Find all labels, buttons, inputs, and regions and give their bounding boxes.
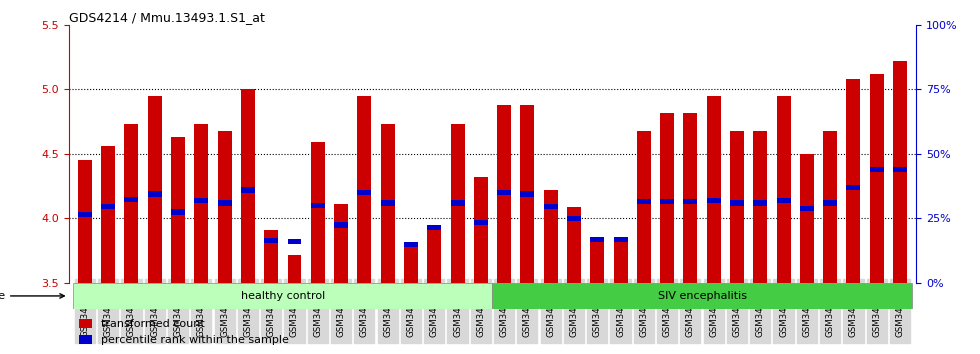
Bar	[311, 203, 324, 208]
Bar	[637, 131, 651, 283]
Bar	[590, 238, 605, 283]
Bar	[707, 96, 720, 283]
Bar	[776, 96, 791, 283]
Bar	[544, 190, 558, 283]
Legend: transformed count, percentile rank within the sample: transformed count, percentile rank withi…	[74, 314, 293, 350]
Bar	[520, 192, 534, 196]
Bar	[218, 200, 231, 206]
Bar	[101, 146, 116, 283]
Bar	[451, 200, 465, 206]
Bar	[148, 192, 162, 196]
Bar	[358, 190, 371, 195]
Bar	[544, 204, 558, 210]
Text: healthy control: healthy control	[241, 291, 325, 301]
Bar	[661, 199, 674, 204]
Bar	[334, 204, 348, 283]
Bar	[567, 207, 581, 283]
Bar	[637, 199, 651, 204]
Bar	[404, 244, 417, 283]
Bar	[661, 113, 674, 283]
Bar	[451, 124, 465, 283]
Bar	[241, 89, 255, 283]
Bar	[74, 283, 492, 309]
Text: SIV encephalitis: SIV encephalitis	[658, 291, 747, 301]
Bar	[823, 131, 837, 283]
Bar	[334, 222, 348, 228]
Bar	[754, 200, 767, 206]
Bar	[148, 96, 162, 283]
Bar	[520, 105, 534, 283]
Bar	[194, 198, 209, 203]
Bar	[172, 210, 185, 215]
Bar	[473, 177, 488, 283]
Bar	[427, 225, 441, 230]
Bar	[287, 239, 302, 244]
Bar	[311, 142, 324, 283]
Bar	[683, 199, 698, 204]
Bar	[567, 216, 581, 221]
Text: disease state: disease state	[0, 291, 65, 301]
Bar	[492, 283, 911, 309]
Bar	[287, 255, 302, 283]
Bar	[800, 206, 813, 211]
Bar	[754, 131, 767, 283]
Bar	[265, 230, 278, 283]
Bar	[730, 131, 744, 283]
Text: GDS4214 / Mmu.13493.1.S1_at: GDS4214 / Mmu.13493.1.S1_at	[69, 11, 265, 24]
Bar	[613, 236, 627, 242]
Bar	[707, 198, 720, 203]
Bar	[590, 236, 605, 242]
Bar	[241, 188, 255, 193]
Bar	[847, 79, 860, 283]
Bar	[776, 198, 791, 203]
Bar	[893, 61, 907, 283]
Bar	[847, 185, 860, 190]
Bar	[194, 124, 209, 283]
Bar	[800, 154, 813, 283]
Bar	[380, 200, 395, 206]
Bar	[869, 167, 884, 172]
Bar	[380, 124, 395, 283]
Bar	[358, 96, 371, 283]
Bar	[473, 220, 488, 225]
Bar	[869, 74, 884, 283]
Bar	[218, 131, 231, 283]
Bar	[613, 240, 627, 283]
Bar	[893, 167, 907, 172]
Bar	[683, 113, 698, 283]
Bar	[730, 200, 744, 206]
Bar	[265, 238, 278, 243]
Bar	[78, 160, 92, 283]
Bar	[427, 228, 441, 283]
Bar	[101, 204, 116, 210]
Bar	[124, 124, 138, 283]
Bar	[172, 137, 185, 283]
Bar	[497, 105, 512, 283]
Bar	[124, 196, 138, 202]
Bar	[78, 212, 92, 217]
Bar	[404, 242, 417, 247]
Bar	[497, 190, 512, 195]
Bar	[823, 200, 837, 206]
